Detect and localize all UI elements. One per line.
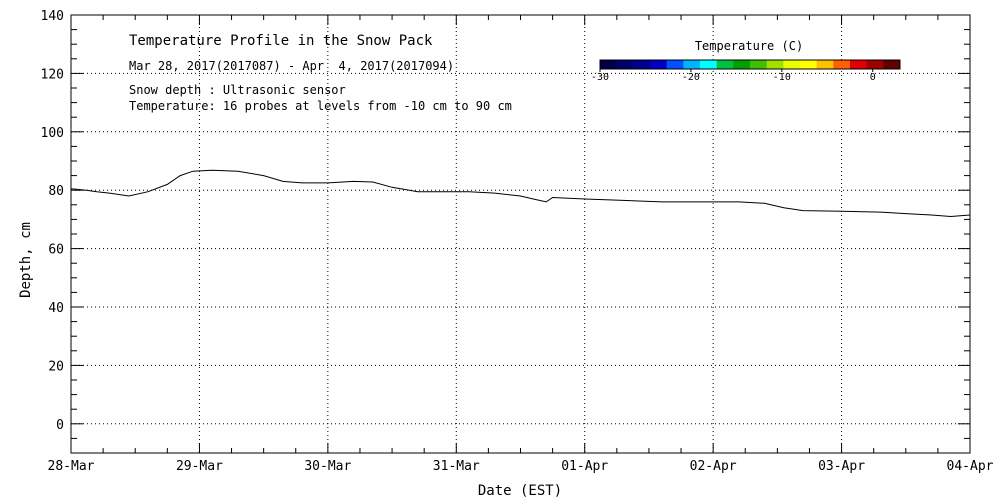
y-tick-label: 100 xyxy=(41,126,64,141)
tick-labels: 28-Mar 29-Mar 30-Mar 31-Mar 01-Apr 02-Apr 03-A… xyxy=(41,9,994,474)
x-tick-label: 03-Apr xyxy=(818,459,865,474)
colorbar-swatch xyxy=(700,60,717,69)
x-tick-label: 04-Apr xyxy=(947,459,994,474)
colorbar-swatch xyxy=(883,60,901,69)
x-tick-label: 28-Mar xyxy=(48,459,95,474)
x-tick-label: 29-Mar xyxy=(176,459,223,474)
colorbar: -30 -20 -10 0 xyxy=(591,59,901,83)
series-layer xyxy=(70,169,971,218)
x-axis-label: Date (EST) xyxy=(478,483,562,499)
colorbar-swatch xyxy=(866,60,884,69)
info-line-sensor: Snow depth : Ultrasonic sensor xyxy=(129,83,346,97)
colorbar-swatch xyxy=(650,60,667,69)
colorbar-frame xyxy=(599,59,901,70)
grid-lines xyxy=(71,15,970,453)
info-line-probes: Temperature: 16 probes at levels from -1… xyxy=(129,99,512,113)
colorbar-swatch xyxy=(800,60,817,69)
x-tick-label: 02-Apr xyxy=(690,459,737,474)
x-tick-label: 31-Mar xyxy=(433,459,480,474)
colorbar-title: Temperature (C) xyxy=(695,39,803,53)
colorbar-swatch xyxy=(783,60,801,69)
colorbar-swatch xyxy=(683,60,701,69)
y-tick-label: 40 xyxy=(48,301,64,316)
colorbar-swatch xyxy=(616,60,634,69)
colorbar-swatch xyxy=(833,60,851,69)
colorbar-swatch xyxy=(666,60,684,69)
x-tick-label: 01-Apr xyxy=(561,459,608,474)
y-tick-label: 20 xyxy=(48,359,64,374)
colorbar-tick-label: 0 xyxy=(870,72,876,83)
y-axis-label: Depth, cm xyxy=(18,222,34,298)
colorbar-swatch xyxy=(766,60,784,69)
colorbar-swatch xyxy=(716,60,734,69)
colorbar-swatch xyxy=(600,60,617,69)
y-tick-label: 60 xyxy=(48,243,64,258)
colorbar-tick-label: -10 xyxy=(773,72,791,83)
plot-frame xyxy=(70,14,971,454)
y-tick-label: 120 xyxy=(41,67,64,82)
axis-ticks xyxy=(70,14,971,454)
colorbar-swatch xyxy=(733,60,751,69)
chart-title: Temperature Profile in the Snow Pack xyxy=(129,33,433,49)
y-tick-label: 80 xyxy=(48,184,64,199)
colorbar-tick-label: -30 xyxy=(591,72,609,83)
colorbar-swatch xyxy=(850,60,867,69)
y-tick-label: 0 xyxy=(56,418,64,433)
colorbar-swatch xyxy=(750,60,767,69)
chart-subtitle: Mar 28, 2017(2017087) - Apr 4, 2017(2017… xyxy=(129,59,454,73)
colorbar-swatch xyxy=(816,60,834,69)
x-tick-label: 30-Mar xyxy=(304,459,351,474)
colorbar-tick-label: -20 xyxy=(682,72,700,83)
y-tick-label: 140 xyxy=(41,9,64,24)
colorbar-swatch xyxy=(633,60,651,69)
snow-depth-series-line xyxy=(70,169,971,218)
